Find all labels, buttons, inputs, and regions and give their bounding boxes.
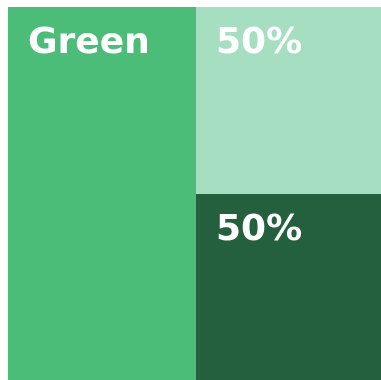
- tile-light-green[interactable]: 50%: [196, 7, 381, 194]
- tile-grid: Green 50% 50%: [8, 7, 381, 380]
- tile-green[interactable]: Green: [8, 7, 196, 380]
- tile-dark-green[interactable]: 50%: [196, 194, 381, 380]
- tile-label-green: Green: [28, 21, 150, 62]
- tile-label-light-green: 50%: [216, 21, 303, 62]
- tile-label-dark-green: 50%: [216, 208, 303, 249]
